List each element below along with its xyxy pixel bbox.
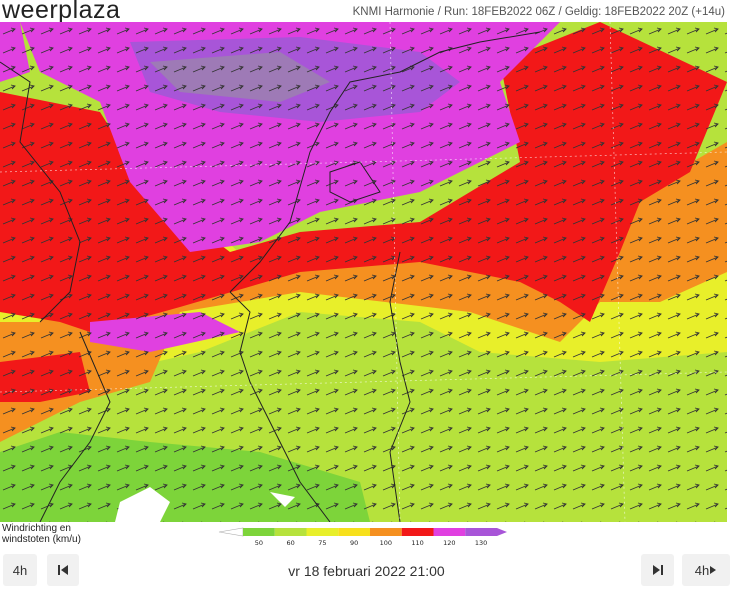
- graticule: [0, 22, 727, 522]
- legend-swatch: [433, 528, 466, 536]
- legend-swatch: [370, 528, 402, 536]
- previous-icon: [58, 565, 68, 575]
- legend-cap: [218, 527, 244, 537]
- previous-button[interactable]: [47, 554, 79, 586]
- legend-tick-label: 60: [286, 539, 294, 547]
- next-button[interactable]: [641, 554, 674, 586]
- next-icon: [652, 565, 663, 575]
- legend-tick-label: 75: [318, 539, 326, 547]
- step-forward-label: 4h: [694, 562, 710, 578]
- run-info: KNMI Harmonie / Run: 18FEB2022 06Z / Gel…: [352, 6, 725, 18]
- forward-icon: [710, 566, 717, 574]
- step-back-button[interactable]: 4h: [3, 554, 37, 586]
- legend-swatch: [338, 528, 370, 536]
- legend-title: windstoten (km/u): [2, 534, 81, 545]
- legend-tick-label: 50: [255, 539, 263, 547]
- coastlines: [0, 31, 541, 522]
- legend-tick-label: 110: [411, 539, 423, 547]
- legend-swatch: [465, 528, 497, 536]
- legend-swatch: [401, 528, 434, 536]
- legend-tick-label: 120: [443, 539, 455, 547]
- legend-swatch: [243, 528, 275, 536]
- legend-tick-label: 130: [475, 539, 487, 547]
- logo: weerplaza: [2, 0, 121, 24]
- legend-bar: 50 60 75 90 100 110 120 130: [218, 527, 507, 547]
- legend-swatch: [274, 528, 307, 536]
- wind-arrows: [0, 22, 727, 522]
- calm-area: [115, 487, 295, 522]
- legend-swatch: [306, 528, 339, 536]
- step-forward-button[interactable]: 4h: [682, 554, 730, 586]
- wind-map: [0, 22, 727, 522]
- legend-tick-label: 90: [350, 539, 358, 547]
- legend-tick-label: 100: [380, 539, 392, 547]
- date-label: vr 18 februari 2022 21:00: [288, 563, 445, 579]
- legend-title: Windrichting en: [2, 523, 71, 534]
- legend-cap: [497, 528, 507, 536]
